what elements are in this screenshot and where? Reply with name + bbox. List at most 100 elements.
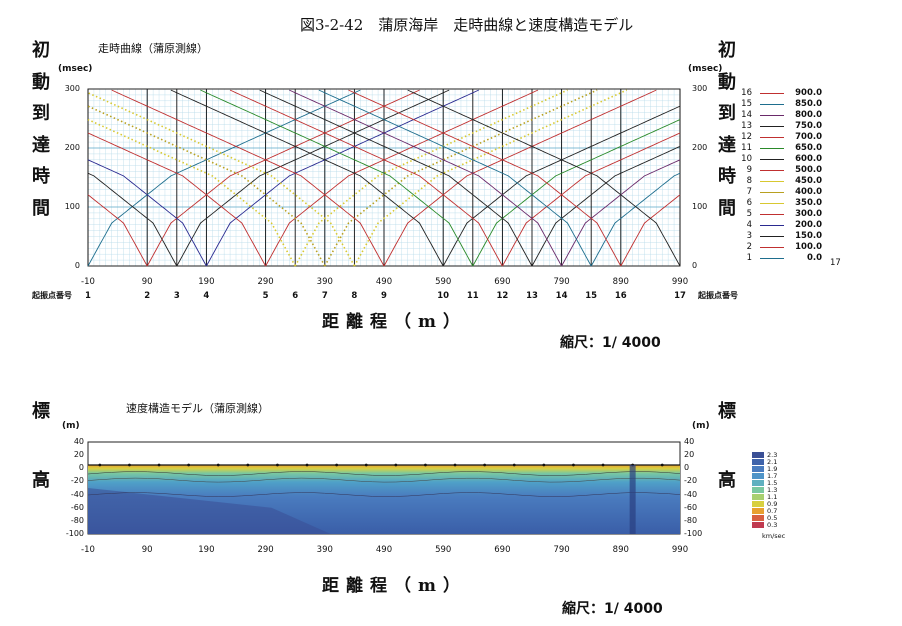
right-ylabel-bottom-2: 高	[718, 470, 736, 491]
receiver-marker	[660, 463, 664, 467]
bottom-ytick-right: -40	[684, 489, 698, 499]
travel-time-curve	[87, 92, 356, 267]
legend-entry: 15 850.0	[738, 99, 838, 110]
bottom-ytick-left: -80	[70, 515, 84, 525]
top-xtick: 690	[494, 277, 511, 287]
bottom-xtick: 590	[435, 545, 452, 555]
legend-shot: 15	[741, 99, 752, 109]
legend-swatch	[760, 236, 784, 237]
colorbar-label: 2.1	[767, 458, 778, 466]
travel-time-curve	[87, 89, 361, 267]
colorbar-swatch	[752, 522, 764, 528]
colorbar-label: 0.5	[767, 514, 778, 522]
colorbar-label: 1.7	[767, 472, 778, 480]
top-xtick: 290	[257, 277, 274, 287]
colorbar-swatch	[752, 466, 764, 472]
ylabel-char: 動	[32, 71, 50, 93]
legend-swatch	[760, 258, 784, 259]
legend-swatch	[760, 115, 784, 116]
travel-time-curve	[324, 89, 598, 267]
receiver-marker	[394, 463, 398, 467]
bottom-ytick-left: -40	[70, 489, 84, 499]
shot-number: 8	[351, 291, 358, 301]
bottom-xtick: 490	[375, 545, 393, 555]
bottom-ytick-left: -100	[65, 529, 84, 538]
legend-entry: 6 350.0	[738, 198, 838, 209]
travel-time-curve	[259, 89, 533, 267]
top-ytick-left: 200	[64, 143, 80, 152]
colorbar-swatch	[752, 459, 764, 465]
legend-shot: 10	[741, 154, 752, 164]
receiver-marker	[276, 463, 279, 467]
right-yunit-bottom: (m)	[692, 421, 710, 431]
colorbar-swatch	[752, 501, 764, 507]
legend-swatch	[760, 148, 784, 149]
legend-value: 150.0	[795, 231, 822, 241]
top-xtick: 190	[198, 277, 215, 287]
legend-shot: 8	[746, 176, 752, 186]
travel-time-curve	[289, 89, 562, 267]
travel-time-curve	[590, 172, 681, 267]
legend-entry: 8 450.0	[738, 176, 838, 187]
travel-time-curve	[87, 194, 148, 267]
right-yunit-top: (msec)	[688, 64, 723, 74]
travel-time-curve	[472, 119, 681, 267]
shot-number: 6	[292, 291, 299, 301]
travel-time-curve	[265, 89, 539, 267]
legend-swatch	[760, 159, 784, 160]
travel-time-curve	[294, 89, 568, 267]
shot-number: 17	[674, 291, 686, 301]
legend-value: 750.0	[795, 121, 822, 131]
bottom-ytick-left: -20	[70, 476, 84, 486]
legend-value: 850.0	[795, 99, 822, 109]
bottom-xtick: 990	[671, 545, 689, 555]
bottom-xtitle: 距離程（m）	[322, 576, 467, 596]
legend-entry: 14 800.0	[738, 110, 838, 121]
receiver-marker	[512, 463, 516, 467]
shot-label-right: 起振点番号	[698, 291, 738, 300]
bottom-ytick-right: -60	[684, 502, 698, 512]
legend-shot: 4	[746, 220, 752, 230]
left-ylabel-bottom-2: 高	[32, 470, 50, 491]
ylabel-char: 時	[32, 166, 50, 187]
shot-number: 16	[614, 291, 627, 301]
legend-swatch	[760, 137, 784, 138]
colorbar-label: 1.1	[767, 493, 778, 501]
bottom-xtick: 790	[553, 545, 570, 555]
travel-time-curve	[111, 89, 385, 267]
legend-shot: 2	[746, 242, 752, 252]
colorbar-label: 1.9	[767, 465, 778, 473]
top-xtick: 490	[375, 277, 393, 287]
legend-value: 350.0	[795, 198, 822, 208]
shot-number: 5	[262, 291, 269, 301]
shot-number: 4	[203, 291, 210, 301]
shot-number: 15	[585, 291, 598, 301]
shot-number: 2	[144, 291, 151, 301]
shot-number: 14	[555, 291, 568, 301]
right-ylabel-bottom-1: 標	[718, 401, 736, 422]
top-scale: 縮尺：1/ 4000	[560, 335, 661, 351]
top-xtick: -10	[81, 277, 95, 287]
right-ylabel-top: 初動到達時間	[718, 42, 740, 231]
travel-time-curve	[206, 89, 479, 267]
travel-time-curve	[87, 132, 266, 267]
legend-swatch	[760, 181, 784, 182]
bottom-ytick-right: -80	[684, 515, 698, 525]
bottom-xtick: 290	[257, 545, 274, 555]
top-xtick: 590	[435, 277, 452, 287]
legend-entry: 12 700.0	[738, 132, 838, 143]
colorbar-label: 0.3	[767, 521, 778, 529]
travel-time-curve	[146, 89, 420, 267]
legend-entry: 7 400.0	[738, 187, 838, 198]
shot-number: 7	[321, 291, 328, 301]
legend-entry: 3 150.0	[738, 231, 838, 242]
top-xtick: 790	[553, 277, 570, 287]
bottom-ytick-left: 40	[73, 437, 84, 446]
legend-value: 100.0	[795, 242, 822, 252]
top-xtitle: 距離程（m）	[322, 312, 467, 332]
colorbar-swatch	[752, 508, 764, 514]
legend-entry: 13 750.0	[738, 121, 838, 132]
travel-time-curve	[229, 89, 503, 267]
receiver-marker	[128, 463, 131, 467]
top-xtick: 990	[671, 277, 689, 287]
